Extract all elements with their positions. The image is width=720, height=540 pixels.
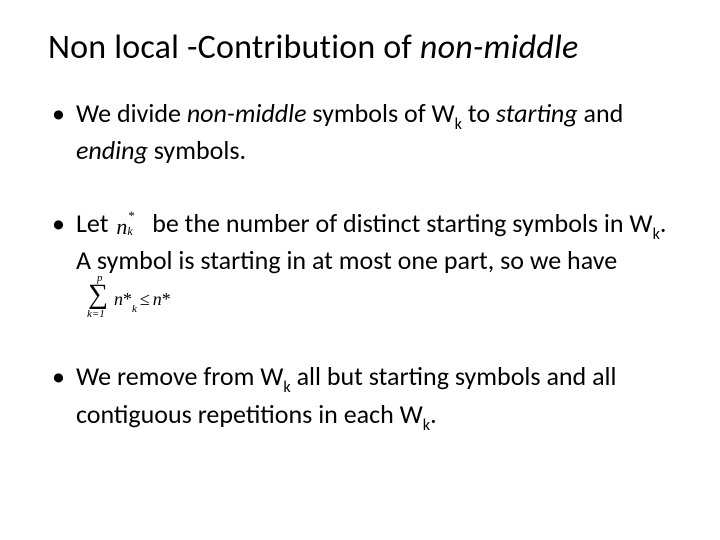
b2-t1: Let bbox=[76, 207, 114, 239]
nstar-k: k bbox=[127, 225, 132, 237]
b3-sub2: k bbox=[423, 416, 430, 435]
rhs-n: n bbox=[153, 289, 162, 309]
b2-sub1: k bbox=[653, 225, 660, 244]
lhs-k: k bbox=[132, 303, 137, 315]
b3-t1: We remove from W bbox=[76, 360, 283, 392]
bullet-list: We divide non-middle symbols of Wk to st… bbox=[48, 97, 672, 435]
bullet-2: Let n*k be the number of distinct starti… bbox=[48, 207, 672, 321]
bullet-3: We remove from Wk all but starting symbo… bbox=[48, 360, 672, 435]
sum-lower: k=1 bbox=[87, 308, 105, 322]
b1-t2: symbols of W bbox=[307, 97, 455, 129]
b1-t4: and bbox=[578, 97, 624, 129]
b1-italic2: starting bbox=[496, 97, 578, 129]
bullet-1: We divide non-middle symbols of Wk to st… bbox=[48, 97, 672, 167]
b2-t2: be the number of distinct starting symbo… bbox=[146, 207, 652, 239]
nstar-n: n bbox=[116, 216, 127, 238]
b3-t3: . bbox=[430, 398, 437, 430]
nstar-star: * bbox=[128, 209, 135, 222]
title-italic: non-middle bbox=[420, 27, 579, 68]
lhs-n: n bbox=[114, 289, 123, 309]
b3-sub1: k bbox=[283, 378, 290, 397]
rhs-star: * bbox=[162, 289, 171, 309]
nstar-k-symbol: n*k bbox=[116, 214, 140, 236]
title-text: Non local -Contribution of bbox=[48, 27, 420, 68]
sigma-icon: ∑ bbox=[88, 281, 108, 309]
b1-t3: to bbox=[462, 97, 496, 129]
op-le: ≤ bbox=[140, 289, 150, 309]
b1-t5: symbols. bbox=[148, 134, 246, 166]
b1-italic3: ending bbox=[76, 134, 148, 166]
b1-sub1: k bbox=[455, 115, 462, 134]
sum-body: n*k≤n* bbox=[114, 288, 171, 314]
sum-formula: p∑k=1n*k≤n* bbox=[86, 276, 236, 320]
b1-t1: We divide bbox=[76, 97, 187, 129]
lhs-star: * bbox=[123, 289, 132, 309]
slide: Non local -Contribution of non-middle We… bbox=[0, 0, 720, 540]
slide-title: Non local -Contribution of non-middle bbox=[48, 28, 672, 69]
b1-italic1: non-middle bbox=[187, 97, 307, 129]
